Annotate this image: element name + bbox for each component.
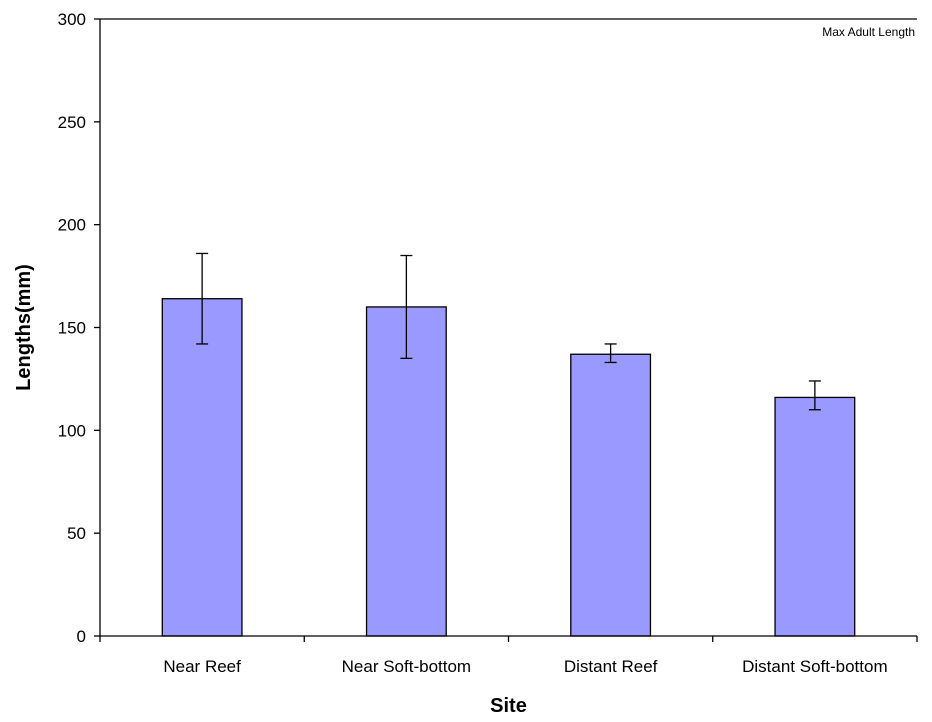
y-tick-label: 250 (58, 113, 86, 132)
max-adult-length-label: Max Adult Length (822, 25, 915, 39)
x-category-label: Distant Reef (564, 657, 658, 676)
x-category-label: Distant Soft-bottom (742, 657, 888, 676)
y-tick-label: 0 (77, 627, 86, 646)
y-tick-label: 200 (58, 216, 86, 235)
y-tick-label: 150 (58, 319, 86, 338)
bar (774, 396, 856, 637)
y-tick-label: 100 (58, 421, 86, 440)
x-category-label: Near Reef (163, 657, 241, 676)
error-bars-group (196, 252, 821, 411)
y-axis-title: Lengths(mm) (13, 264, 35, 391)
x-axis: Near Reef Near Soft-bottom Distant Reef Dis… (99, 635, 918, 676)
y-axis: 0 50 100 150 200 250 300 (58, 10, 101, 646)
x-axis-title: Site (490, 695, 527, 717)
bar (570, 353, 652, 637)
x-category-label: Near Soft-bottom (342, 657, 471, 676)
y-tick-label: 50 (67, 524, 86, 543)
bar (161, 298, 243, 637)
y-tick-label: 300 (58, 10, 86, 29)
bars-group (161, 298, 856, 637)
reference-line-group: Max Adult Length (100, 18, 917, 39)
